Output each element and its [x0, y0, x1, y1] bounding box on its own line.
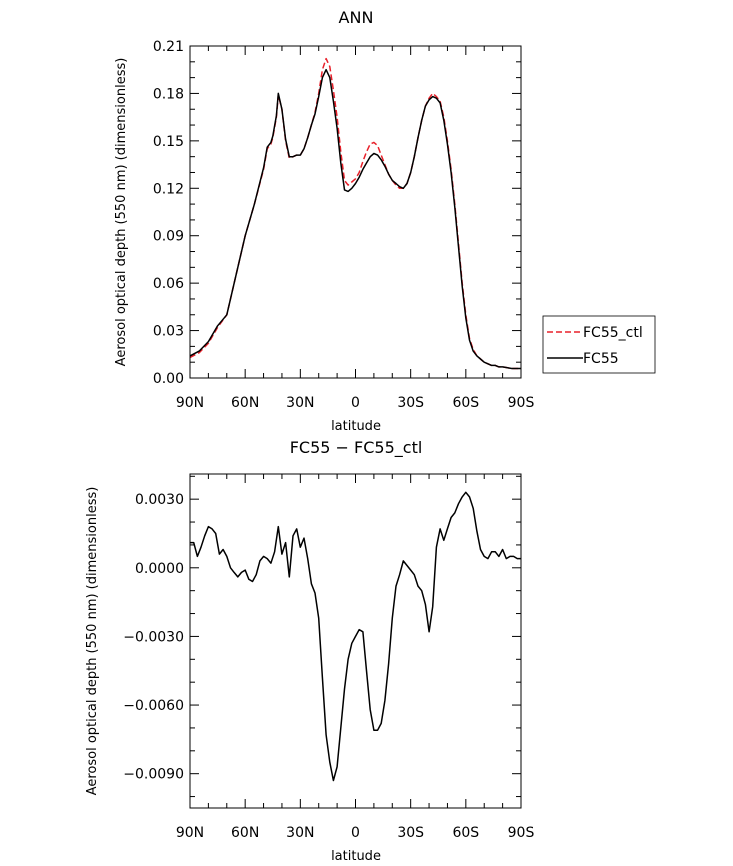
top-series-fc55: [189, 68, 521, 370]
bottom-series-fc55: [190, 491, 521, 782]
bottom-xlabel: latitude: [331, 849, 381, 864]
top-xtick-label: 30N: [286, 395, 314, 411]
top-ytick-label: 0.09: [153, 229, 184, 245]
bottom-ylabel: Aerosol optical depth (550 nm) (dimensio…: [85, 487, 100, 796]
top-ytick-label: 0.03: [153, 324, 184, 340]
legend: FC55_ctl FC55: [542, 315, 656, 374]
top-ytick-label: 0.06: [153, 276, 184, 292]
legend-label-fc55-ctl: FC55_ctl: [583, 325, 643, 341]
top-frame: [189, 45, 522, 379]
top-series-fc55-ctl: [189, 57, 521, 370]
bottom-xtick-label: 90N: [176, 825, 204, 841]
top-xtick-label: 90N: [176, 395, 204, 411]
bottom-ytick-label: −0.0060: [123, 698, 184, 714]
bottom-title: FC55 − FC55_ctl: [290, 438, 423, 458]
top-ylabel: Aerosol optical depth (550 nm) (dimensio…: [114, 58, 129, 367]
bottom-ytick-label: −0.0030: [123, 629, 184, 645]
bottom-axes: 90N 60N 30N 0 30S 60S 90S −0.0090 −0.0060 −0.0030…: [123, 474, 534, 841]
bottom-xtick-label: 30N: [286, 825, 314, 841]
top-ytick-label: 0.12: [153, 181, 184, 197]
panel-bottom: FC55 − FC55_ctl 90N 60N 30N 0 30S 60S 90S −0.00…: [85, 438, 534, 864]
top-title: ANN: [339, 8, 374, 27]
top-ytick-label: 0.18: [153, 86, 184, 102]
bottom-ytick-label: −0.0090: [123, 767, 184, 783]
bottom-ytick-label: 0.0030: [135, 492, 184, 508]
bottom-xtick-label: 90S: [508, 825, 535, 841]
top-xtick-label: 60S: [452, 395, 479, 411]
top-xlabel: latitude: [331, 419, 381, 434]
top-lines: [189, 57, 521, 370]
top-ytick-label: 0.21: [153, 39, 184, 55]
top-xtick-label: 30S: [397, 395, 424, 411]
panel-top: ANN 90N 60N 30N 0 30S 60S 90S 0.00 0.03 0.06 0.09 0…: [114, 8, 534, 434]
bottom-lines: [190, 491, 521, 782]
bottom-ytick-label: 0.0000: [135, 561, 184, 577]
bottom-xtick-label: 0: [351, 825, 360, 841]
legend-label-fc55: FC55: [583, 351, 619, 367]
top-xtick-label: 90S: [508, 395, 535, 411]
bottom-xtick-label: 60N: [231, 825, 259, 841]
top-ytick-label: 0.15: [153, 134, 184, 150]
bottom-xtick-label: 60S: [452, 825, 479, 841]
top-xtick-label: 60N: [231, 395, 259, 411]
bottom-frame: [189, 473, 522, 809]
top-ytick-label: 0.00: [153, 371, 184, 387]
legend-box: [542, 315, 656, 374]
bottom-xtick-label: 30S: [397, 825, 424, 841]
top-xtick-label: 0: [351, 395, 360, 411]
